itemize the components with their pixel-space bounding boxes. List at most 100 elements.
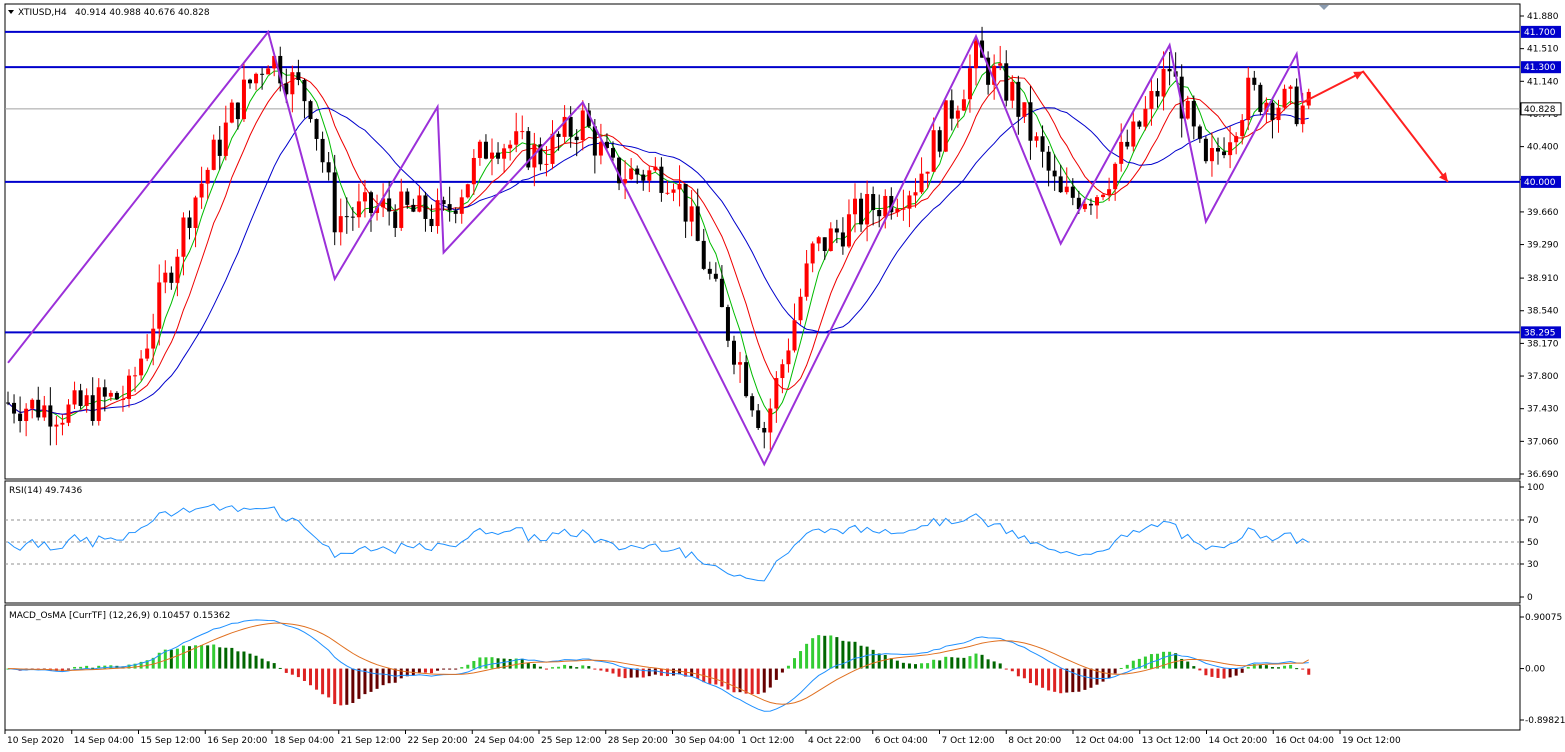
macd-histogram-bar	[1252, 664, 1256, 669]
macd-lines	[7, 619, 1309, 712]
candle	[66, 399, 71, 427]
time-tick-label: 7 Oct 12:00	[942, 736, 995, 746]
candle	[889, 187, 894, 220]
macd-histogram-bar	[1198, 668, 1202, 671]
macd-histogram-bar	[1270, 667, 1274, 669]
candle	[816, 235, 821, 252]
candle	[356, 183, 361, 228]
price-tick-label: 38.910	[1527, 274, 1559, 284]
candle	[683, 183, 688, 238]
candle	[1052, 154, 1057, 191]
time-tick-label: 28 Sep 20:00	[608, 736, 668, 746]
macd-histogram-bar	[315, 668, 319, 690]
macd-histogram-bar	[665, 668, 669, 677]
macd-histogram-bar	[236, 651, 240, 669]
macd-histogram-bar	[1174, 653, 1178, 669]
candle	[175, 249, 180, 297]
macd-histogram-bar	[327, 668, 331, 698]
candle	[604, 133, 609, 150]
candle	[223, 105, 228, 161]
macd-histogram-bar	[1010, 668, 1014, 672]
candle	[943, 100, 948, 153]
candle	[798, 288, 803, 325]
candle	[302, 78, 307, 119]
ma-fast-line	[7, 61, 1309, 420]
macd-histogram-bar	[218, 647, 222, 669]
candle	[1149, 77, 1154, 126]
candle	[768, 398, 773, 450]
macd-histogram-bar	[1186, 661, 1190, 669]
time-tick-label: 13 Oct 12:00	[1142, 736, 1201, 746]
candle	[254, 72, 259, 91]
level-price-label: 41.300	[1524, 63, 1556, 73]
macd-histogram-bar	[405, 668, 409, 677]
macd-histogram-bar	[1113, 668, 1117, 674]
candle	[974, 34, 978, 86]
candle	[689, 189, 694, 237]
candle	[187, 210, 192, 240]
signal-line	[7, 622, 1309, 705]
macd-histogram-bar	[73, 666, 77, 669]
macd-histogram-bar	[145, 660, 149, 669]
candle	[1070, 178, 1075, 206]
macd-histogram-bar	[357, 668, 361, 699]
price-pane[interactable]	[4, 3, 1521, 480]
macd-histogram-bar	[351, 668, 355, 703]
candle	[1185, 95, 1190, 120]
macd-histogram-bar	[284, 668, 288, 673]
macd-histogram-bar	[278, 667, 282, 669]
candle	[780, 359, 785, 394]
candle	[290, 65, 295, 113]
level-price-label: 40.000	[1524, 178, 1556, 188]
horizontal-levels[interactable]	[5, 30, 1520, 334]
candle	[840, 217, 845, 255]
macd-histogram-bar	[321, 668, 325, 695]
macd-histogram-bar	[127, 664, 131, 669]
menu-triangle-icon[interactable]	[8, 10, 14, 14]
candle	[786, 338, 791, 373]
candle	[859, 192, 864, 232]
candle	[1010, 75, 1015, 109]
shift-marker-icon[interactable]	[1319, 5, 1329, 10]
macd-histogram-bar	[411, 668, 415, 676]
macd-histogram-bar	[212, 644, 216, 669]
macd-histogram-bar	[544, 668, 548, 670]
candle	[925, 171, 930, 189]
macd-histogram-bar	[79, 666, 83, 669]
macd-histogram-bar	[448, 668, 452, 670]
candle	[1028, 86, 1033, 160]
candle	[193, 195, 198, 248]
candle	[949, 89, 954, 131]
macd-histogram-bar	[1004, 668, 1008, 670]
macd-histogram-bar	[986, 659, 990, 669]
time-tick-label: 12 Oct 04:00	[1075, 736, 1134, 746]
macd-histogram-bar	[1258, 665, 1262, 669]
candle	[611, 141, 615, 163]
macd-histogram-bar	[1168, 651, 1172, 669]
candle	[707, 261, 712, 280]
macd-histogram-bar	[502, 658, 506, 669]
macd-histogram-bar	[605, 668, 609, 672]
candle	[248, 78, 252, 89]
candle	[713, 262, 718, 282]
candle	[871, 186, 876, 226]
macd-tick-label: 0.00	[1525, 665, 1545, 675]
macd-histogram-bar	[883, 654, 887, 669]
candle	[308, 99, 313, 123]
macd-histogram-bar	[442, 668, 446, 670]
macd-histogram-bar	[188, 646, 191, 669]
macd-histogram-bar	[302, 668, 306, 681]
candle	[828, 222, 833, 252]
candle	[774, 371, 779, 423]
candle	[1258, 82, 1263, 116]
macd-histogram-bar	[805, 643, 809, 669]
candle	[145, 334, 150, 362]
candle	[1228, 126, 1233, 169]
price-tick-label: 41.140	[1527, 77, 1559, 87]
macd-histogram-bar	[260, 658, 264, 669]
candle	[1088, 198, 1093, 215]
candle	[369, 190, 373, 232]
zigzag-line	[7, 29, 1304, 467]
level-price-tag	[1521, 25, 1561, 38]
